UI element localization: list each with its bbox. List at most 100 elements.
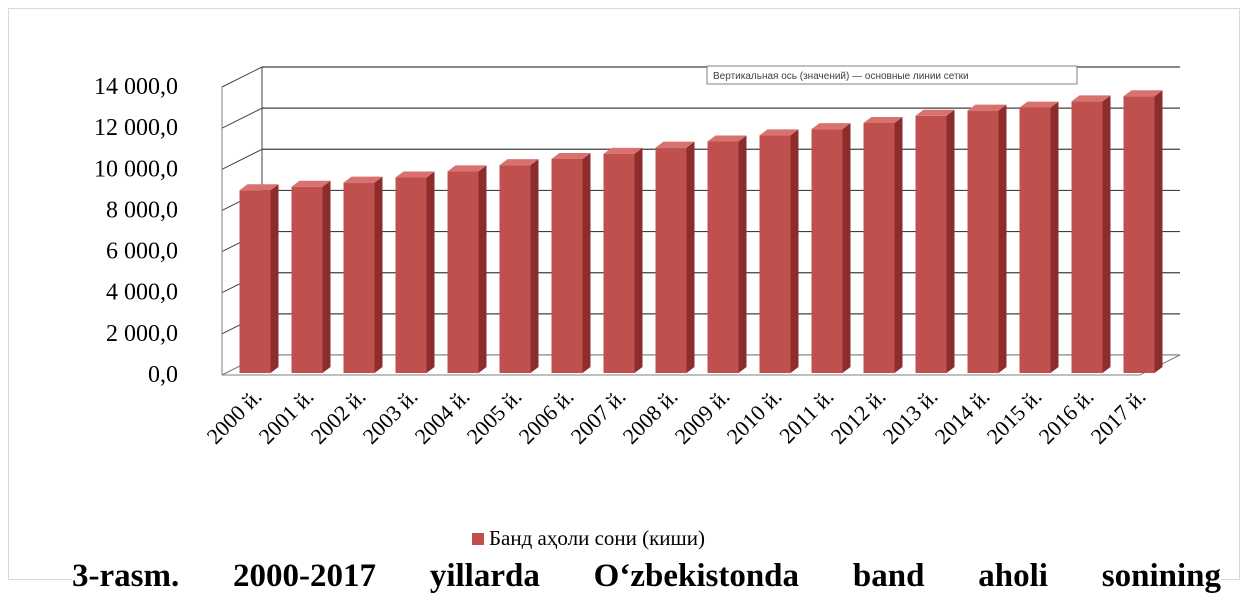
bar-front: [863, 123, 895, 373]
bar-front: [759, 135, 791, 373]
bar: [811, 123, 851, 374]
y-tick-label: 2 000,0: [106, 321, 178, 347]
bar-side: [530, 159, 539, 373]
bar: [343, 176, 383, 373]
figure-caption: 3-rasm. 2000-2017 yillarda O‘zbekistonda…: [72, 556, 1221, 595]
bar-top: [291, 180, 331, 187]
bar-front: [499, 165, 531, 373]
bar-front: [1071, 101, 1103, 374]
bar: [1123, 90, 1163, 373]
bar-top: [811, 123, 851, 130]
bar-top: [447, 165, 487, 172]
bar-front: [551, 159, 583, 373]
y-tick-label: 8 000,0: [106, 197, 178, 223]
bar-side: [478, 165, 487, 373]
bar: [551, 153, 591, 373]
y-tick-label: 12 000,0: [94, 115, 178, 141]
y-tick-labels: 0,0 2 000,0 4 000,0 6 000,0 8 000,0 10 000,0 1…: [94, 74, 178, 388]
bar-top: [551, 153, 591, 159]
legend: Банд аҳоли сони (киши): [472, 526, 705, 550]
gridline-side: [221, 148, 263, 170]
bar-side: [894, 117, 903, 373]
bar-front: [655, 147, 687, 373]
bar-top: [499, 159, 539, 166]
bar-side: [374, 176, 383, 373]
bar-front: [707, 141, 739, 373]
x-tick-label: 2005 й.: [462, 384, 527, 449]
bar-side: [1154, 90, 1163, 373]
bar-side: [426, 171, 435, 373]
bar-front: [447, 171, 479, 373]
x-tick-label: 2010 й.: [722, 384, 787, 449]
bar-front: [811, 129, 843, 373]
y-tick-label: 0,0: [148, 362, 178, 388]
bar: [707, 135, 747, 373]
gridline-side: [221, 66, 263, 88]
x-tick-label: 2012 й.: [826, 384, 891, 449]
bar-front: [239, 190, 271, 373]
bar-top: [967, 104, 1007, 111]
bar-side: [738, 135, 747, 373]
y-tick-label: 14 000,0: [94, 74, 178, 100]
bar: [239, 184, 279, 373]
bar-top: [707, 135, 747, 142]
gridline-tooltip: Вертикальная ось (значений) — основные л…: [706, 65, 1078, 85]
y-tick-label: 10 000,0: [94, 156, 178, 182]
bar-top: [1071, 95, 1111, 102]
bar-top: [1123, 90, 1163, 97]
x-tick-label: 2016 й.: [1034, 384, 1099, 449]
x-tick-label: 2007 й.: [566, 384, 631, 449]
bar-side: [686, 141, 695, 373]
bar-side: [582, 153, 591, 373]
legend-swatch: [472, 533, 484, 545]
bar-front: [915, 115, 947, 374]
bar-top: [915, 109, 955, 116]
x-tick-label: 2014 й.: [930, 384, 995, 449]
bar-top: [603, 147, 643, 154]
x-tick-label: 2000 й.: [202, 384, 267, 449]
bar-front: [291, 186, 323, 373]
bar: [863, 117, 903, 373]
bar-side: [1102, 95, 1111, 374]
x-tick-label: 2003 й.: [358, 384, 423, 449]
x-tick-label: 2011 й.: [774, 384, 838, 448]
gridline-side: [221, 107, 263, 129]
bar-top: [759, 129, 799, 136]
x-tick-label: 2004 й.: [410, 384, 475, 449]
x-tick-label: 2008 й.: [618, 384, 683, 449]
bar: [967, 104, 1007, 374]
bar-side: [998, 104, 1007, 374]
bar-front: [1123, 96, 1155, 373]
bar: [447, 165, 487, 373]
tooltip-text: Вертикальная ось (значений) — основные л…: [713, 71, 969, 82]
bar-top: [239, 184, 279, 191]
x-tick-label: 2015 й.: [982, 384, 1047, 449]
bar-front: [395, 177, 427, 373]
tooltip-box: [706, 65, 1078, 85]
bar-front: [343, 182, 375, 373]
y-tick-label: 4 000,0: [106, 280, 178, 306]
bar-side: [634, 147, 643, 373]
bar-side: [842, 123, 851, 374]
bar: [655, 141, 695, 373]
bar-front: [1019, 107, 1051, 374]
bar: [915, 109, 955, 374]
bar-top: [343, 176, 383, 183]
x-tick-labels: 2000 й.2001 й.2002 й.2003 й.2004 й.2005 …: [202, 384, 1151, 449]
x-tick-label: 2002 й.: [306, 384, 371, 449]
bar: [1071, 95, 1111, 374]
bar-top: [395, 171, 435, 178]
bar: [499, 159, 539, 373]
x-tick-label: 2009 й.: [670, 384, 735, 449]
bar-front: [967, 110, 999, 374]
bar-side: [1050, 101, 1059, 374]
y-tick-label: 6 000,0: [106, 239, 178, 265]
x-tick-label: 2013 й.: [878, 384, 943, 449]
bar-layer: [239, 90, 1163, 374]
x-tick-label: 2006 й.: [514, 384, 579, 449]
bar: [291, 180, 331, 373]
bar-top: [655, 141, 695, 148]
bar-top: [1019, 101, 1059, 108]
